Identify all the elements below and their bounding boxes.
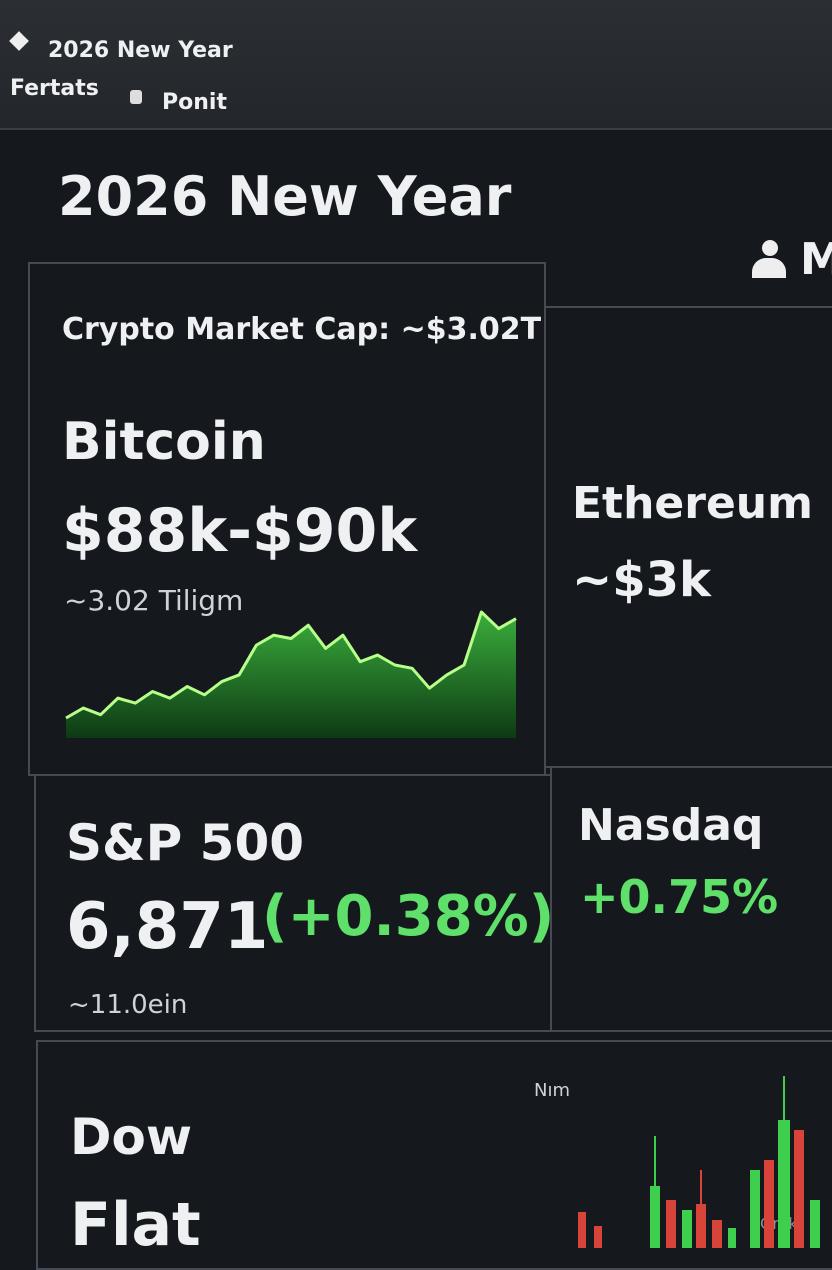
index-name: Dow bbox=[70, 1108, 193, 1166]
index-change: +0.75% bbox=[580, 870, 779, 924]
index-value: Flat bbox=[70, 1190, 201, 1260]
asset-name: Bitcoin bbox=[62, 412, 266, 472]
asset-note: ~3.02 Tiligm bbox=[64, 584, 244, 617]
user-icon[interactable] bbox=[752, 240, 788, 280]
app-title: 2026 New Year bbox=[48, 38, 233, 63]
asset-name: Ethereum bbox=[572, 478, 813, 529]
page-title: 2026 New Year bbox=[58, 165, 512, 228]
index-note: ~11.0ein bbox=[68, 990, 188, 1020]
asset-price: ~$3k bbox=[572, 552, 711, 608]
watermark: Grok bbox=[760, 1214, 798, 1233]
tab-icon bbox=[130, 90, 142, 104]
logo-icon bbox=[9, 31, 29, 51]
tab[interactable]: Ponit bbox=[162, 90, 227, 115]
top-bar: 2026 New Year Fertats Ponit bbox=[0, 0, 832, 130]
asset-price: $88k-$90k bbox=[62, 496, 418, 566]
index-name: Nasdaq bbox=[578, 800, 764, 851]
tab[interactable]: Fertats bbox=[10, 76, 99, 101]
ethereum-card[interactable] bbox=[544, 306, 832, 768]
nasdaq-card[interactable] bbox=[550, 766, 832, 1032]
index-name: S&P 500 bbox=[66, 814, 305, 872]
index-change: (+0.38%) bbox=[262, 884, 555, 949]
market-cap: Crypto Market Cap: ~$3.02T bbox=[62, 312, 542, 347]
user-label: M bbox=[800, 234, 832, 285]
chart-label: Nım bbox=[534, 1080, 570, 1101]
index-value: 6,871 bbox=[66, 890, 269, 964]
